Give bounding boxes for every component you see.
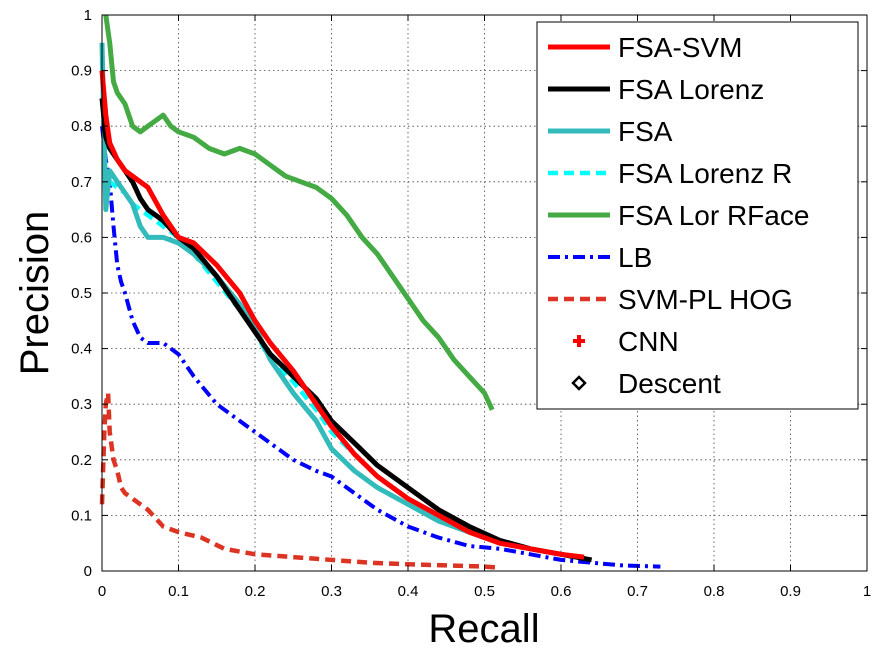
y-tick-label: 0.7 — [71, 174, 92, 191]
y-tick-label: 0 — [84, 563, 92, 580]
y-axis-label: Precision — [13, 211, 57, 376]
y-tick-label: 1 — [84, 7, 92, 24]
x-axis-label: Recall — [428, 607, 539, 651]
series-layer — [99, 14, 661, 570]
legend-label-fsa-lor-rface: FSA Lor RFace — [618, 200, 809, 231]
x-tick-label: 0.4 — [398, 583, 419, 600]
x-tick-label: 0.7 — [627, 583, 648, 600]
x-tick-label: 0.2 — [245, 583, 266, 600]
series-line-svm-pl-hog — [99, 390, 500, 570]
x-tick-label: 0 — [98, 583, 106, 600]
series-line-fsa — [99, 42, 531, 552]
series-line-lb — [100, 125, 661, 569]
y-tick-label: 0.5 — [71, 285, 92, 302]
x-tick-label: 0.9 — [780, 583, 801, 600]
x-tick-label: 0.8 — [704, 583, 725, 600]
y-tick-label: 0.6 — [71, 229, 92, 246]
y-tick-label: 0.4 — [71, 341, 92, 358]
legend-label-svm-pl-hog: SVM-PL HOG — [618, 284, 793, 315]
grid — [102, 15, 867, 571]
legend-label-lb: LB — [618, 242, 652, 273]
x-tick-label: 1 — [863, 583, 871, 600]
legend-label-fsa-svm: FSA-SVM — [618, 32, 742, 63]
legend-swatch-descent — [571, 375, 587, 391]
y-tick-label: 0.1 — [71, 507, 92, 524]
legend: FSA-SVM FSA Lorenz FSA FSA Lorenz R FSA Lor … — [536, 21, 859, 410]
x-tick-label: 0.6 — [551, 583, 572, 600]
series-line-fsa-svm — [99, 70, 585, 560]
x-tick-label: 0.5 — [474, 583, 495, 600]
legend-label-descent: Descent — [618, 368, 721, 399]
ticks: 0 0.1 0.2 0.3 0.4 0.5 0.6 0.7 0.8 0.9 1 0 0.1 0.2 0.3 0… — [71, 7, 871, 600]
legend-label-fsa-lorenz: FSA Lorenz — [618, 74, 764, 105]
y-tick-label: 0.8 — [71, 118, 92, 135]
y-tick-label: 0.9 — [71, 63, 92, 80]
legend-label-fsa-lorenz-r: FSA Lorenz R — [618, 158, 792, 189]
legend-label-cnn: CNN — [618, 326, 679, 357]
legend-swatch-cnn — [573, 335, 585, 347]
x-tick-label: 0.3 — [321, 583, 342, 600]
legend-label-fsa: FSA — [618, 116, 673, 147]
y-tick-label: 0.3 — [71, 396, 92, 413]
x-tick-label: 0.1 — [168, 583, 189, 600]
y-tick-label: 0.2 — [71, 452, 92, 469]
series-line-fsa-lor-rface — [103, 14, 495, 411]
